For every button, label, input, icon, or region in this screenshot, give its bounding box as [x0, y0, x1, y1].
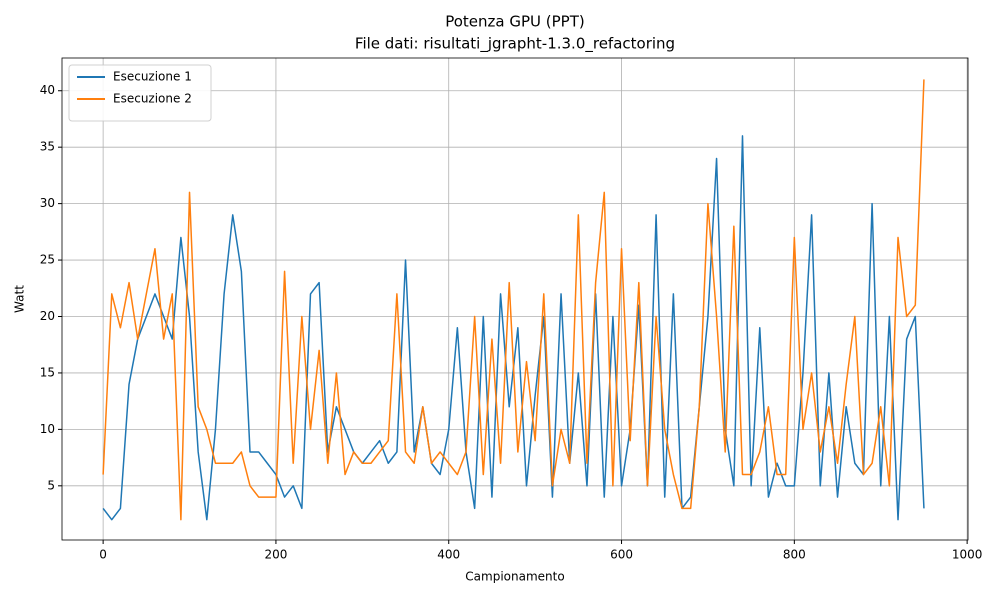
x-tick-label: 200	[264, 548, 287, 562]
x-tick-label: 800	[783, 548, 806, 562]
x-tick-label: 400	[437, 548, 460, 562]
y-axis-label: Watt	[13, 285, 27, 313]
x-tick-label: 1000	[952, 548, 983, 562]
x-tick-label: 600	[610, 548, 633, 562]
legend-label: Esecuzione 1	[113, 70, 192, 84]
legend: Esecuzione 1 Esecuzione 2	[68, 64, 212, 122]
y-tick-label: 5	[47, 478, 55, 492]
chart-subtitle: File dati: risultati_jgrapht-1.3.0_refac…	[355, 35, 675, 54]
y-tick-label: 15	[40, 365, 55, 379]
plot-frame	[61, 57, 969, 541]
y-tick-label: 30	[40, 196, 55, 210]
legend-box	[68, 64, 212, 122]
y-tick-label: 40	[40, 83, 55, 97]
chart-title: Potenza GPU (PPT)	[445, 13, 585, 31]
y-tick-label: 10	[40, 422, 55, 436]
y-tick-label: 35	[40, 140, 55, 154]
y-tick-label: 25	[40, 253, 55, 267]
x-axis-label: Campionamento	[465, 570, 564, 584]
x-tick-label: 0	[99, 548, 107, 562]
data-line	[102, 135, 925, 521]
data-line	[102, 79, 925, 521]
y-tick-label: 20	[40, 309, 55, 323]
legend-label: Esecuzione 2	[113, 92, 192, 106]
